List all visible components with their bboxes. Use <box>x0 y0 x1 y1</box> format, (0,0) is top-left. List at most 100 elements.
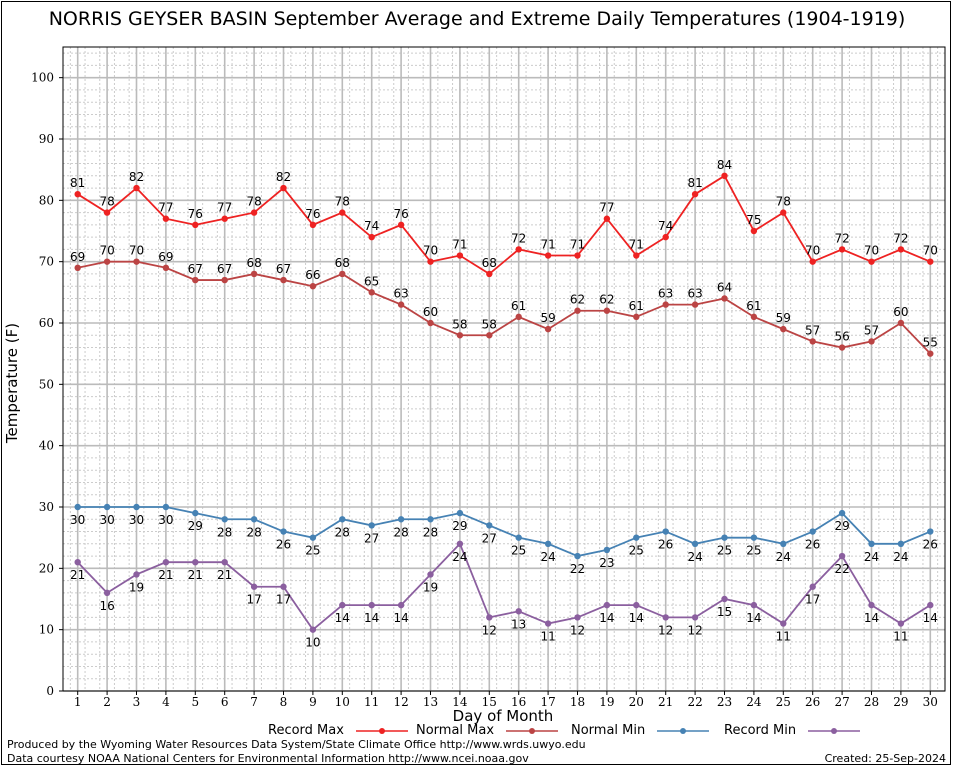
normal-max-data-label: 60 <box>423 305 438 319</box>
record-min-point <box>574 614 581 621</box>
record-max-data-label: 77 <box>158 201 173 215</box>
x-tick-label: 23 <box>717 695 732 709</box>
normal-min-data-label: 26 <box>923 538 938 552</box>
normal-min-point <box>280 528 287 535</box>
normal-max-data-label: 70 <box>99 244 114 258</box>
normal-min-line <box>77 506 931 558</box>
normal-min-point <box>339 516 346 523</box>
record-min-point <box>339 601 346 609</box>
normal-max-point <box>780 325 787 333</box>
x-tick-label: 17 <box>540 695 555 709</box>
legend-normal-min: Normal Min <box>571 723 711 738</box>
record-min-point <box>427 571 434 578</box>
normal-min-data-label: 29 <box>188 519 203 533</box>
legend-normal-min-label: Normal Min <box>571 723 646 738</box>
normal-min-point <box>74 503 81 511</box>
record-min-point <box>838 552 846 560</box>
x-tick-label: 2 <box>103 695 111 709</box>
record-max-point <box>221 215 228 222</box>
y-tick-label: 60 <box>39 316 54 330</box>
record-min-point <box>74 559 81 566</box>
record-max-data-label: 72 <box>511 231 526 245</box>
record-min-data-label: 21 <box>70 568 85 582</box>
normal-max-point <box>515 313 522 321</box>
normal-max-data-label: 62 <box>570 293 585 307</box>
record-max-data-label: 78 <box>99 195 114 209</box>
record-min-data-label: 16 <box>99 599 114 613</box>
x-tick-label: 30 <box>923 695 938 709</box>
normal-max-point <box>486 332 493 339</box>
legend-record-min-swatch <box>808 727 861 734</box>
normal-min-data-label: 24 <box>893 550 908 564</box>
normal-min-point <box>544 540 552 547</box>
normal-min-point <box>633 534 640 541</box>
record-min-data-label: 15 <box>717 605 732 619</box>
record-max-point <box>633 252 640 259</box>
legend-record-max-label: Record Max <box>268 723 344 738</box>
record-min-point <box>927 601 934 609</box>
record-min-data-label: 21 <box>188 568 203 582</box>
record-min-point <box>750 601 758 609</box>
normal-max-data-label: 65 <box>364 274 379 288</box>
series-normal-max: 69 70 70 69 67 67 68 67 66 68 65 63 60 58 58 61 59 62 62 61… <box>70 244 938 357</box>
series-record-max: 81 78 82 77 76 77 78 82 76 78 74 76 70 71 68 72 71 71 77 71… <box>70 158 938 278</box>
normal-min-data-label: 30 <box>158 513 173 527</box>
normal-max-data-label: 67 <box>217 262 232 276</box>
record-max-data-label: 74 <box>658 219 673 233</box>
normal-max-data-label: 60 <box>893 305 908 319</box>
y-tick-label: 100 <box>31 71 54 85</box>
x-tick-label: 21 <box>658 695 673 709</box>
normal-min-point <box>427 516 434 523</box>
x-tick-label: 25 <box>776 695 791 709</box>
record-min-data-label: 11 <box>893 630 908 644</box>
normal-min-point <box>721 534 728 541</box>
normal-min-data-label: 24 <box>864 550 879 564</box>
normal-min-point <box>927 528 934 535</box>
normal-min-data-label: 26 <box>658 538 673 552</box>
normal-max-data-label: 69 <box>158 250 173 264</box>
record-min-data-label: 10 <box>305 636 320 650</box>
series-normal-min: 30 30 30 30 29 28 28 26 25 28 27 28 28 29 27 25 24 22 23 25… <box>70 503 938 576</box>
record-max-data-label: 71 <box>452 238 467 252</box>
normal-min-point <box>103 503 111 511</box>
legend-record-max: Record Max <box>268 723 410 738</box>
record-max-data-label: 81 <box>687 176 702 190</box>
normal-max-data-label: 59 <box>776 311 791 325</box>
x-tick-label: 8 <box>280 695 288 709</box>
record-max-point <box>515 246 522 253</box>
y-tick-label: 10 <box>39 623 54 637</box>
chart-title: NORRIS GEYSER BASIN September Average an… <box>48 8 906 30</box>
record-max-point <box>103 209 111 216</box>
record-min-data-label: 21 <box>217 568 232 582</box>
normal-max-point <box>574 307 581 314</box>
normal-min-data-label: 28 <box>393 525 408 539</box>
grid <box>63 47 945 692</box>
normal-max-point <box>603 307 611 314</box>
record-max-data-label: 68 <box>482 256 497 270</box>
x-tick-label: 18 <box>570 695 585 709</box>
normal-max-data-label: 63 <box>393 287 408 301</box>
x-tick-label: 16 <box>511 695 526 709</box>
record-max-point <box>691 191 699 198</box>
record-min-data-label: 24 <box>452 550 467 564</box>
y-tick-label: 0 <box>46 684 54 698</box>
normal-min-point <box>691 540 699 547</box>
record-min-data-label: 19 <box>129 580 144 594</box>
record-min-data-label: 12 <box>482 623 497 637</box>
record-min-point <box>486 614 493 621</box>
normal-min-point <box>897 540 905 547</box>
normal-max-line <box>77 260 931 355</box>
record-max-point <box>339 209 346 216</box>
record-min-point <box>662 614 669 621</box>
record-min-point <box>397 601 405 609</box>
record-min-point <box>456 540 464 547</box>
normal-max-data-label: 57 <box>805 323 820 337</box>
record-min-data-label: 14 <box>364 611 379 625</box>
record-max-data-label: 77 <box>217 201 232 215</box>
record-max-data-label: 70 <box>923 244 938 258</box>
record-max-point <box>750 227 758 235</box>
record-min-data-label: 12 <box>658 623 673 637</box>
record-max-point <box>603 215 611 222</box>
